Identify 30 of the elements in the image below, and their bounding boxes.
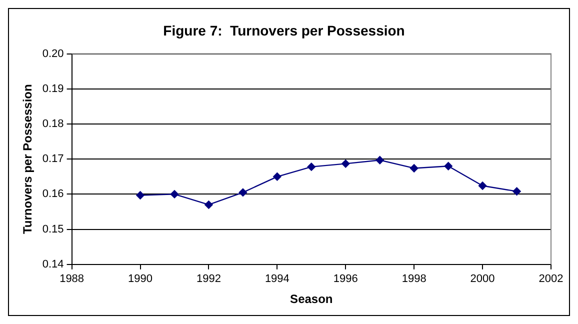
point bbox=[204, 200, 213, 209]
x-tick-label: 1988 bbox=[60, 273, 84, 286]
chart-title: Figure 7: Turnovers per Possession bbox=[163, 22, 405, 38]
x-tick-label: 2000 bbox=[470, 273, 495, 286]
x-tick-label: 1990 bbox=[128, 273, 153, 286]
point bbox=[273, 172, 282, 181]
y-tick-label: 0.15 bbox=[42, 223, 64, 236]
y-tick-label: 0.18 bbox=[42, 118, 64, 130]
y-tick-label: 0.19 bbox=[42, 82, 64, 95]
x-tick-label: 2002 bbox=[538, 273, 564, 286]
point bbox=[376, 156, 384, 164]
point bbox=[342, 160, 350, 168]
point bbox=[444, 162, 452, 170]
x-tick-label: 1992 bbox=[196, 273, 221, 286]
point bbox=[478, 182, 487, 190]
y-axis-title: Turnovers per Possession bbox=[20, 84, 35, 234]
y-tick-label: 0.14 bbox=[42, 258, 64, 270]
point bbox=[307, 162, 316, 171]
point bbox=[410, 164, 418, 172]
x-tick-label: 1998 bbox=[402, 273, 426, 286]
point bbox=[238, 188, 248, 197]
point bbox=[136, 191, 144, 200]
y-tick-label: 0.17 bbox=[42, 153, 64, 166]
x-tick-label: 1996 bbox=[333, 273, 358, 286]
x-tick-label: 1994 bbox=[264, 273, 290, 286]
point bbox=[512, 187, 521, 196]
y-tick-label: 0.20 bbox=[42, 48, 64, 60]
x-axis-title: Season bbox=[290, 292, 333, 306]
y-tick-label: 0.16 bbox=[42, 188, 64, 200]
point bbox=[170, 190, 179, 198]
